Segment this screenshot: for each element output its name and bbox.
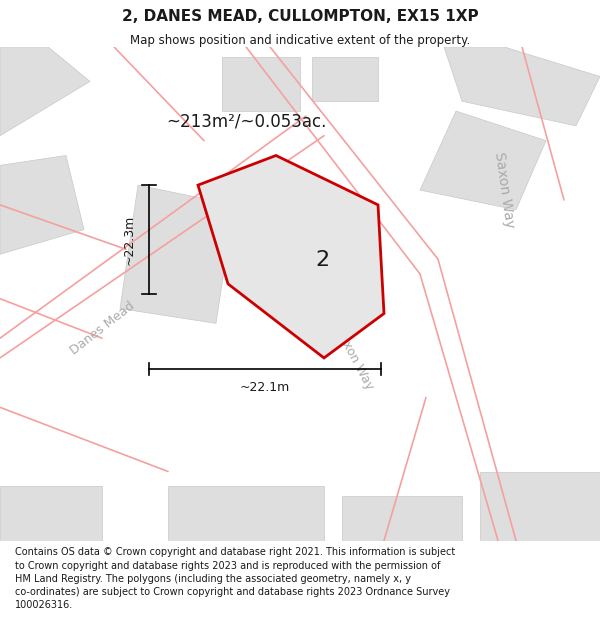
Text: Saxon Way: Saxon Way — [332, 324, 376, 391]
Text: 2: 2 — [315, 250, 329, 270]
Text: Saxon Way: Saxon Way — [492, 151, 516, 229]
Text: ~22.3m: ~22.3m — [122, 214, 136, 264]
Polygon shape — [342, 496, 462, 541]
Polygon shape — [0, 47, 90, 136]
Polygon shape — [444, 47, 600, 126]
Polygon shape — [120, 185, 234, 323]
Polygon shape — [0, 486, 102, 541]
Text: 2, DANES MEAD, CULLOMPTON, EX15 1XP: 2, DANES MEAD, CULLOMPTON, EX15 1XP — [122, 9, 478, 24]
Polygon shape — [0, 156, 84, 254]
Polygon shape — [312, 57, 378, 101]
Polygon shape — [480, 471, 600, 541]
Polygon shape — [168, 486, 324, 541]
Text: ~22.1m: ~22.1m — [240, 381, 290, 394]
Text: Map shows position and indicative extent of the property.: Map shows position and indicative extent… — [130, 34, 470, 47]
Text: ~213m²/~0.053ac.: ~213m²/~0.053ac. — [166, 112, 326, 131]
Polygon shape — [420, 111, 546, 210]
Text: Danes Mead: Danes Mead — [67, 299, 137, 358]
Polygon shape — [222, 57, 300, 111]
Text: Contains OS data © Crown copyright and database right 2021. This information is : Contains OS data © Crown copyright and d… — [15, 548, 455, 610]
Polygon shape — [198, 156, 384, 358]
